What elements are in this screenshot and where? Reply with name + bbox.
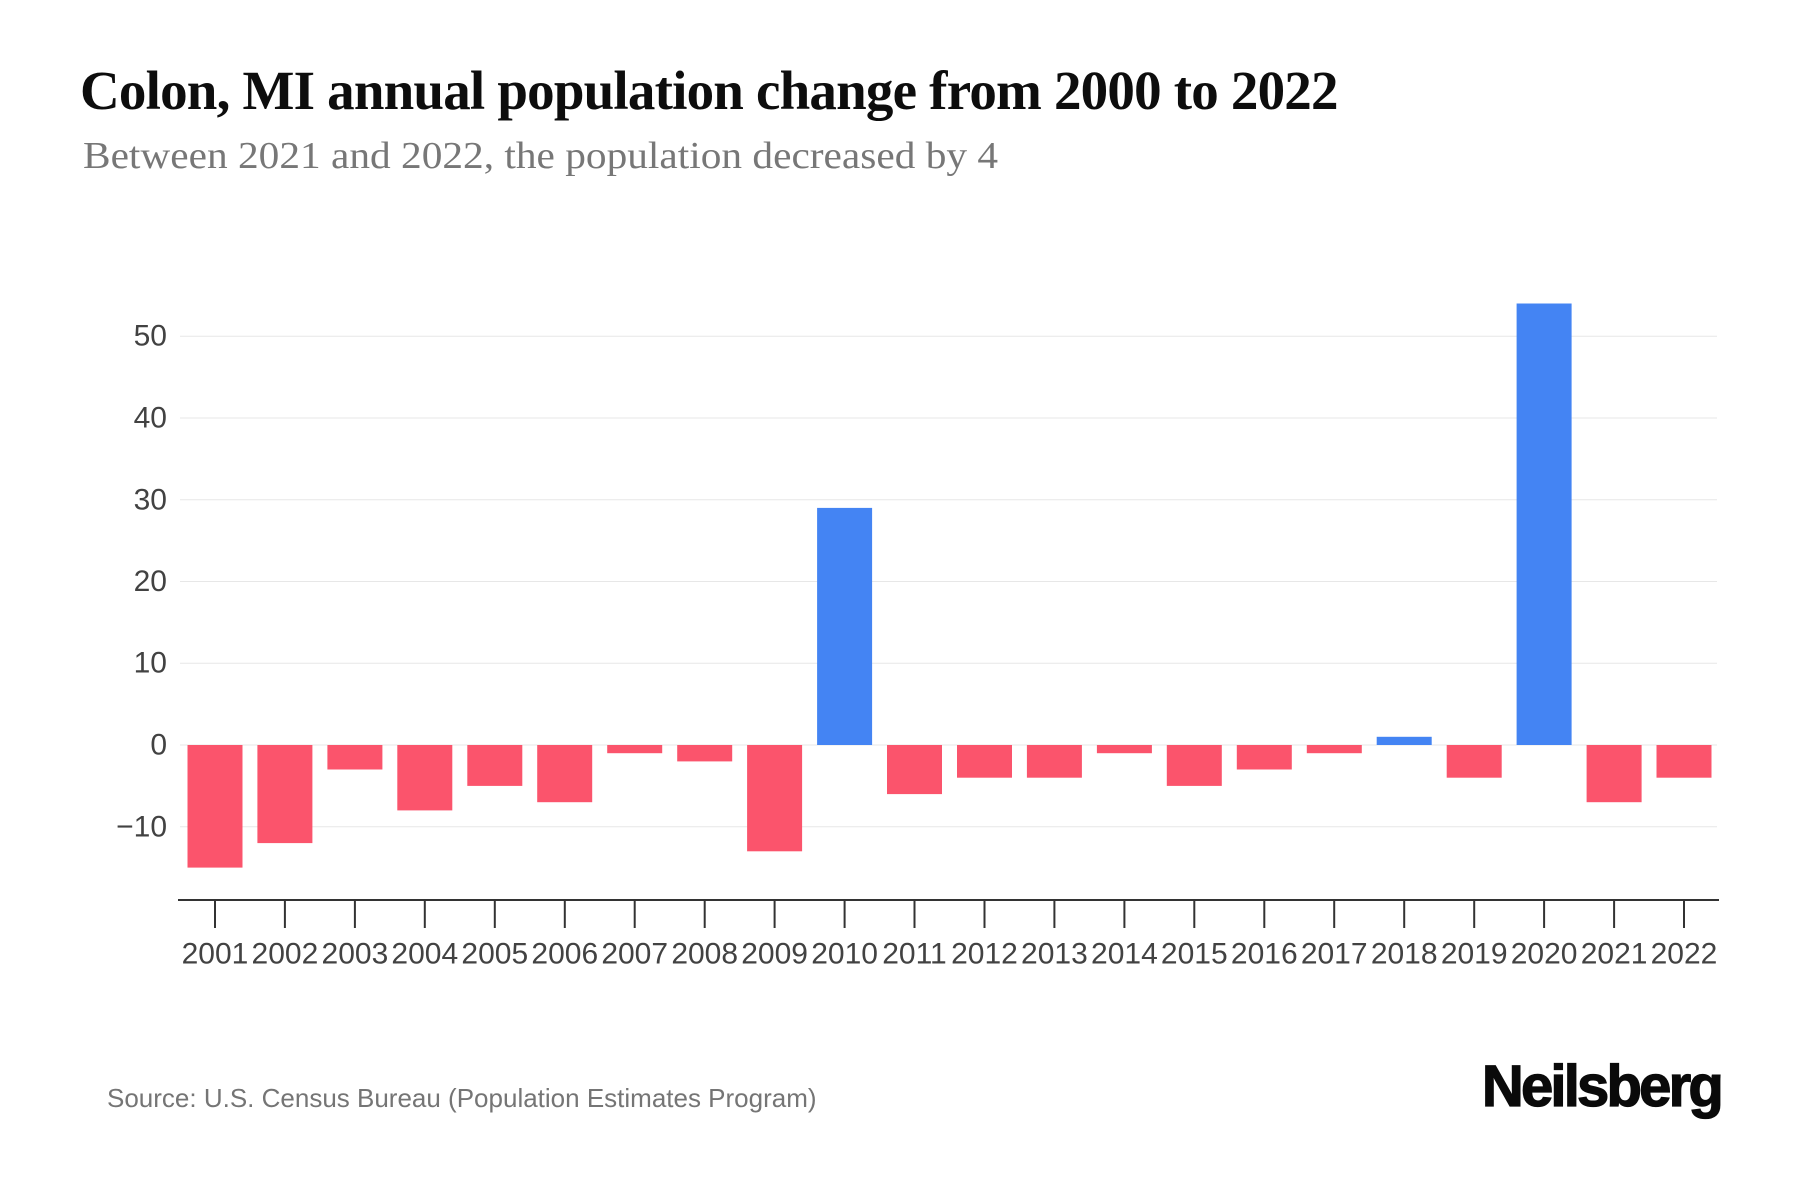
svg-text:2006: 2006 — [531, 938, 598, 971]
svg-text:2004: 2004 — [391, 938, 458, 971]
svg-text:2013: 2013 — [1021, 938, 1088, 971]
svg-text:2018: 2018 — [1371, 938, 1438, 971]
svg-text:50: 50 — [134, 320, 167, 353]
svg-text:2005: 2005 — [461, 938, 528, 971]
svg-text:2010: 2010 — [811, 938, 878, 971]
svg-text:40: 40 — [134, 402, 167, 435]
svg-text:10: 10 — [134, 647, 167, 680]
svg-text:−10: −10 — [116, 810, 167, 843]
svg-text:2020: 2020 — [1511, 938, 1578, 971]
svg-text:2007: 2007 — [601, 938, 668, 971]
svg-text:2009: 2009 — [741, 938, 808, 971]
svg-text:2008: 2008 — [671, 938, 738, 971]
svg-text:0: 0 — [150, 729, 167, 762]
svg-text:2016: 2016 — [1231, 938, 1298, 971]
svg-text:2021: 2021 — [1581, 938, 1648, 971]
svg-text:30: 30 — [134, 483, 167, 516]
svg-text:2022: 2022 — [1651, 938, 1718, 971]
svg-text:20: 20 — [134, 565, 167, 598]
svg-text:2015: 2015 — [1161, 938, 1228, 971]
svg-text:2017: 2017 — [1301, 938, 1368, 971]
svg-text:2019: 2019 — [1441, 938, 1508, 971]
svg-text:2002: 2002 — [252, 938, 319, 971]
svg-text:2012: 2012 — [951, 938, 1018, 971]
svg-text:2011: 2011 — [882, 938, 947, 971]
svg-text:2001: 2001 — [182, 938, 249, 971]
svg-text:2003: 2003 — [322, 938, 389, 971]
svg-text:2014: 2014 — [1091, 938, 1158, 971]
